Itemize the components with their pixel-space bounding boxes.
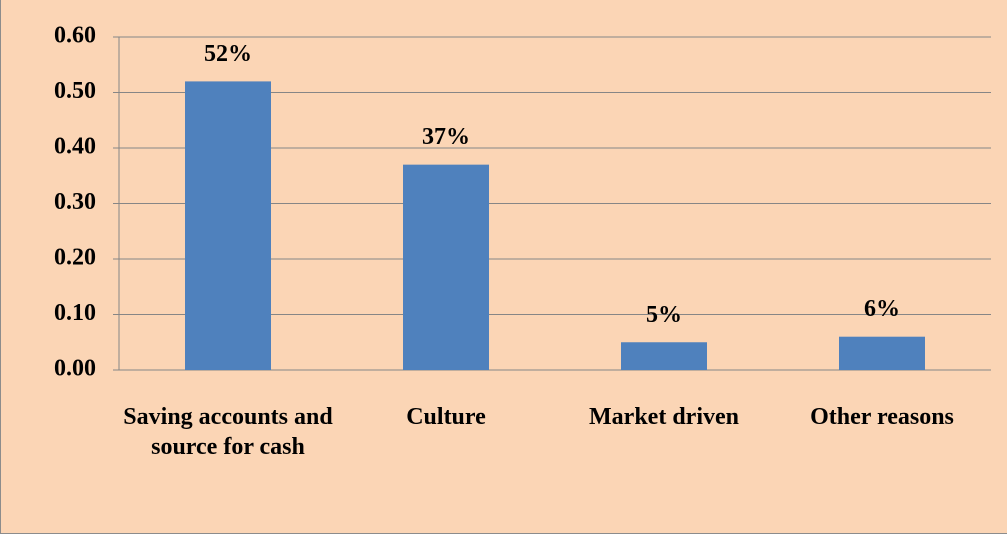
x-tick-label: Culture	[406, 404, 486, 430]
value-label: 5%	[646, 302, 682, 328]
y-tick-label: 0.40	[54, 134, 96, 160]
value-label: 6%	[864, 296, 900, 322]
bar	[185, 81, 271, 371]
y-tick-label: 0.50	[54, 78, 96, 104]
value-label: 37%	[422, 124, 470, 150]
y-tick-label: 0.20	[54, 245, 96, 271]
x-tick-label: Saving accounts and source for cash	[123, 404, 333, 460]
x-tick-label: Market driven	[589, 404, 739, 430]
bar	[403, 164, 489, 370]
y-tick-label: 0.10	[54, 300, 96, 326]
y-tick-label: 0.60	[54, 23, 96, 49]
y-tick-label: 0.00	[54, 356, 96, 382]
value-label: 52%	[204, 41, 252, 67]
y-tick-label: 0.30	[54, 189, 96, 215]
bar	[839, 336, 925, 370]
x-tick-label: Other reasons	[810, 404, 954, 430]
bar	[621, 342, 707, 370]
